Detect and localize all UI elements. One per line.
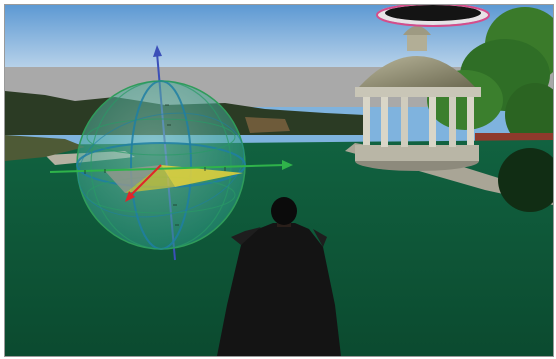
- virtual-world-viewport[interactable]: [4, 4, 554, 357]
- z-axis-arrowhead[interactable]: [153, 45, 162, 57]
- rotation-plane[interactable]: [161, 165, 243, 187]
- floating-disc: [376, 5, 490, 27]
- y-axis-line[interactable]: [128, 164, 162, 198]
- x-axis-line[interactable]: [49, 164, 286, 173]
- building-left: [245, 117, 290, 133]
- bush-right: [498, 148, 553, 212]
- gizmo-ticks: [84, 104, 226, 226]
- avatar-head[interactable]: [271, 197, 297, 225]
- gazebo-structure: [355, 26, 481, 171]
- rotation-gizmo-icon[interactable]: [49, 45, 293, 261]
- avatar-cloak[interactable]: [217, 223, 341, 356]
- x-axis-arrowhead[interactable]: [282, 160, 293, 170]
- y-axis-arrowhead[interactable]: [125, 191, 135, 202]
- hedge-left: [5, 135, 85, 161]
- avatar-figure[interactable]: [217, 197, 341, 356]
